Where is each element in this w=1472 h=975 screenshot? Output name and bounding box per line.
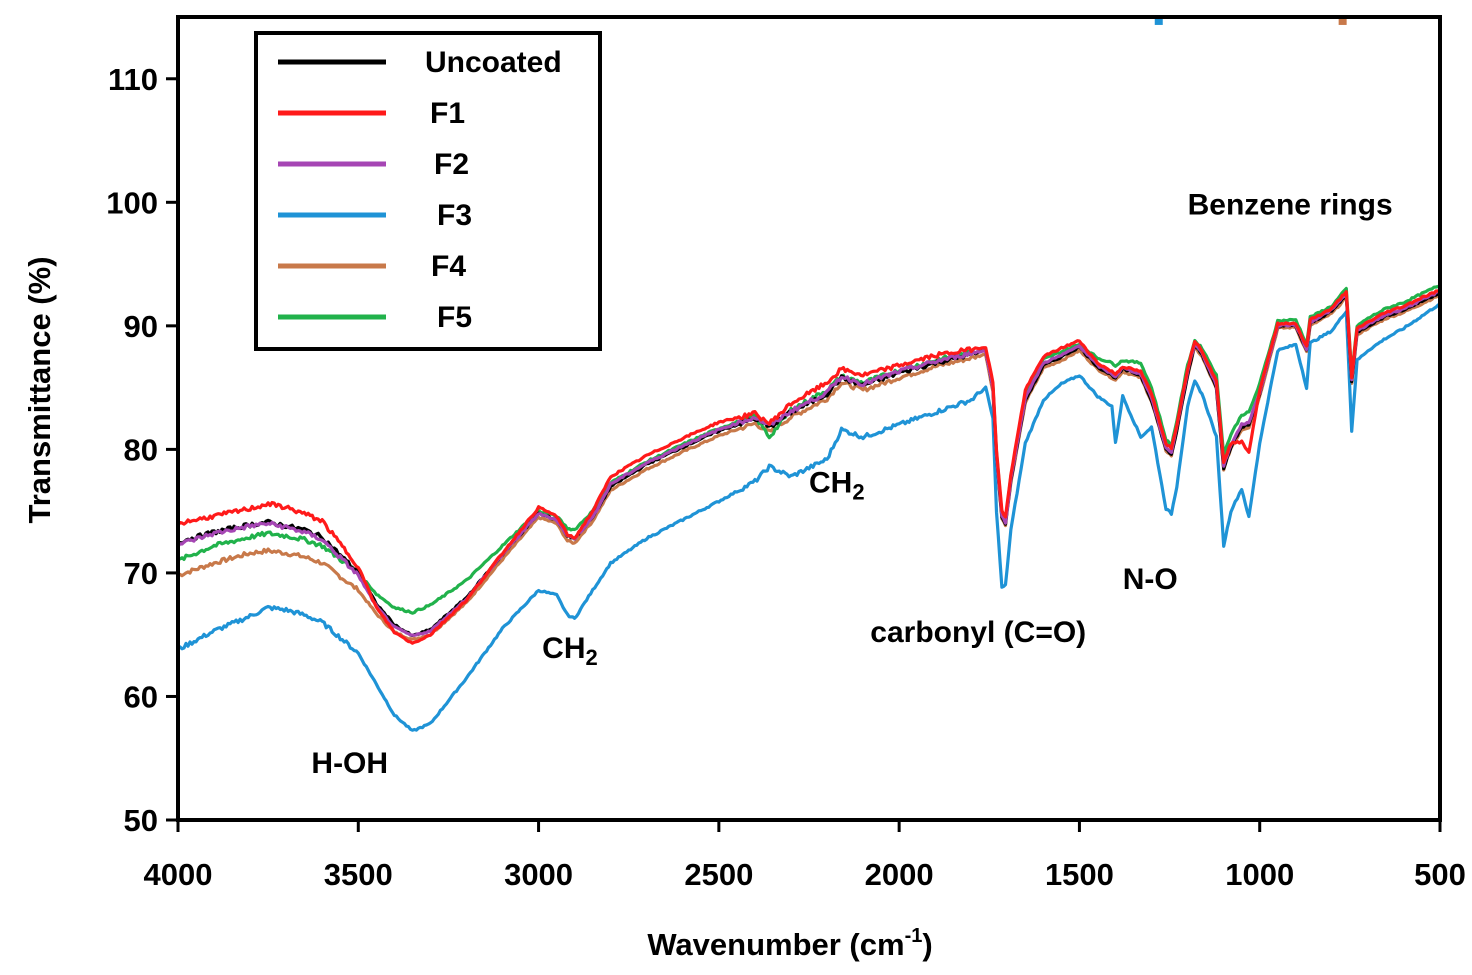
legend-label-f3: F3 [437,199,472,232]
legend-box [254,31,602,351]
stray-mark [1154,18,1163,25]
legend-label-f2: F2 [434,148,469,181]
series-line-f3 [176,302,1441,732]
y-axis-ticks: 50 60 70 80 90 100 110 [106,62,178,838]
y-tick-label: 110 [108,62,158,97]
series-layer [176,283,1441,732]
y-tick-label: 50 [124,803,158,838]
annotation-carbonyl-c-o: carbonyl (C=O) [870,616,1086,649]
legend-label-f4: F4 [431,250,466,283]
x-tick-label: 2500 [684,857,753,892]
x-axis-title: Wavenumber (cm-1) [647,925,932,962]
y-axis-title: Transmittance (%) [22,256,57,523]
y-tick-label: 90 [124,309,158,344]
x-tick-label: 4000 [144,857,213,892]
y-tick-label: 60 [124,679,158,714]
x-tick-label: 3500 [324,857,393,892]
annotation-ch2: CH2 [809,467,865,505]
legend-label-f1: F1 [430,97,465,130]
stray-mark [1338,18,1347,25]
stray-marks [1154,18,1347,25]
x-tick-label: 1000 [1225,857,1294,892]
legend-label-f5: F5 [437,301,472,334]
y-tick-label: 70 [124,556,158,591]
x-tick-label: 3000 [504,857,573,892]
annotation-ch2: CH2 [542,632,598,670]
x-tick-label: 2000 [865,857,934,892]
annotation-benzene-rings: Benzene rings [1188,189,1393,222]
plot-frame [176,15,1442,822]
legend: Uncoated F1 F2 F3 F4 F5 [254,31,602,351]
annotation-n-o: N-O [1123,563,1178,596]
y-tick-label: 80 [124,432,158,467]
x-axis-ticks: 4000 3500 3000 2500 2000 1500 1000 500 [144,820,1466,892]
x-tick-label: 500 [1414,857,1466,892]
y-tick-label: 100 [106,185,158,220]
series-line-f1 [176,288,1441,645]
annotations: H-OH CH2 CH2 carbonyl (C=O) N-O Benzene rings [311,189,1392,780]
legend-label-uncoated: Uncoated [425,46,562,79]
x-tick-label: 1500 [1045,857,1114,892]
annotation-h-oh: H-OH [311,747,388,780]
